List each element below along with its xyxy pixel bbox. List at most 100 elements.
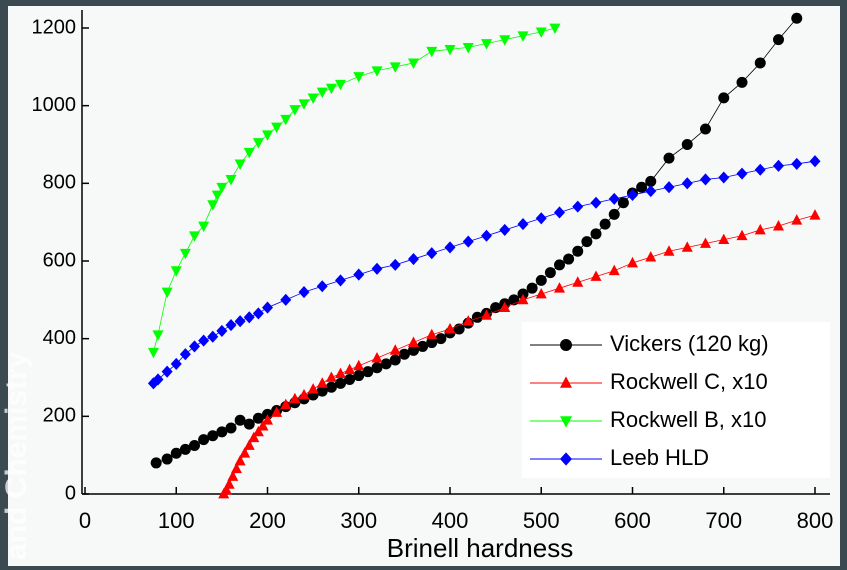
- point: [681, 241, 693, 252]
- point: [736, 167, 748, 180]
- point: [700, 123, 711, 135]
- point: [700, 237, 711, 248]
- point: [444, 241, 456, 254]
- point: [617, 197, 629, 209]
- point: [316, 377, 328, 388]
- point: [189, 439, 200, 451]
- point: [225, 319, 237, 332]
- point: [535, 27, 547, 38]
- point: [316, 280, 328, 293]
- point: [736, 229, 748, 241]
- point: [554, 259, 565, 271]
- point: [252, 425, 264, 437]
- point: [645, 185, 657, 198]
- x-axis-label: Brinell hardness: [387, 533, 573, 563]
- legend-label: Rockwell C, x10: [610, 369, 768, 394]
- point: [189, 231, 200, 242]
- point: [408, 253, 419, 266]
- point: [152, 330, 164, 341]
- point: [179, 348, 191, 361]
- point: [335, 274, 346, 287]
- point: [207, 430, 219, 442]
- point: [791, 157, 803, 170]
- point: [371, 262, 383, 275]
- x-tick-label: 300: [340, 508, 377, 533]
- point: [773, 159, 784, 172]
- point: [189, 340, 200, 353]
- point: [179, 248, 191, 260]
- point: [252, 307, 264, 320]
- point: [170, 266, 182, 277]
- point: [581, 236, 593, 248]
- point: [398, 348, 410, 360]
- point: [663, 245, 675, 256]
- point: [298, 286, 310, 299]
- point: [371, 352, 383, 363]
- point: [353, 370, 365, 382]
- point: [554, 282, 565, 293]
- point: [417, 340, 429, 352]
- point: [147, 377, 159, 390]
- point: [535, 287, 547, 299]
- point: [645, 175, 657, 187]
- y-tick-label: 400: [43, 327, 76, 349]
- point: [517, 293, 529, 305]
- point: [535, 212, 547, 225]
- point: [223, 478, 235, 489]
- point: [234, 454, 246, 466]
- point: [572, 276, 584, 287]
- point: [152, 373, 164, 386]
- point: [718, 92, 730, 104]
- point: [590, 196, 602, 209]
- point: [535, 274, 547, 286]
- point: [225, 422, 237, 434]
- point: [444, 322, 456, 334]
- point: [280, 398, 292, 410]
- point: [554, 206, 565, 219]
- point: [700, 173, 711, 186]
- point: [344, 363, 356, 375]
- x-tick-label: 500: [523, 508, 560, 533]
- plot-background: [8, 6, 840, 566]
- point: [389, 258, 401, 271]
- point: [435, 333, 447, 345]
- point: [325, 371, 337, 382]
- point: [353, 359, 365, 371]
- point: [389, 344, 401, 355]
- point: [389, 354, 401, 366]
- point: [335, 367, 346, 379]
- point: [636, 181, 648, 193]
- point: [560, 339, 572, 351]
- point: [499, 35, 511, 46]
- point: [198, 221, 210, 233]
- point: [681, 177, 693, 190]
- point: [590, 270, 602, 281]
- point: [371, 362, 383, 374]
- point: [227, 470, 239, 481]
- point: [271, 406, 283, 417]
- point: [211, 190, 223, 202]
- point: [252, 412, 264, 424]
- point: [791, 214, 803, 225]
- point: [380, 358, 392, 370]
- point: [289, 392, 301, 404]
- point: [462, 315, 474, 326]
- point: [243, 439, 255, 450]
- x-tick-label: 200: [249, 508, 286, 533]
- point: [298, 388, 310, 400]
- point: [243, 147, 255, 159]
- point: [307, 93, 319, 104]
- point: [471, 311, 483, 323]
- point: [335, 377, 346, 389]
- point: [262, 301, 273, 314]
- x-tick-label: 400: [432, 508, 469, 533]
- point: [216, 426, 228, 438]
- point: [526, 282, 538, 294]
- point: [663, 181, 675, 194]
- point: [718, 171, 730, 184]
- point: [161, 287, 173, 299]
- x-tick-label: 800: [797, 508, 834, 533]
- point: [362, 366, 374, 378]
- y-tick-label: 600: [43, 249, 76, 271]
- point: [517, 218, 529, 231]
